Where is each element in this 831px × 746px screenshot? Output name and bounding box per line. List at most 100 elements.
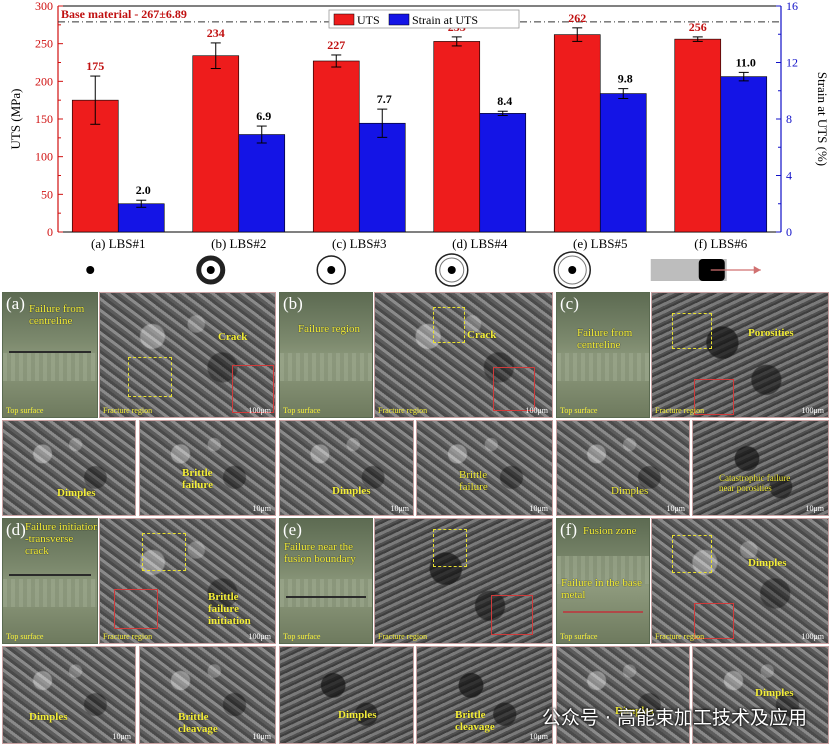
panel-d-brittle-init: Brittle failure initiation [208, 591, 251, 627]
top-surface-label: Top surface [283, 406, 321, 415]
legend-swatch-uts [333, 13, 355, 26]
fractography-grid: (a) Failure from centreline Top surface … [0, 290, 831, 746]
panel-c-macro: (c) Failure from centreline Top surface [556, 292, 650, 418]
panel-d-dimples: Dimples [29, 711, 68, 723]
top-surface-label: Top surface [6, 406, 44, 415]
dot-icon [568, 266, 577, 274]
watermark: 公众号 · 高能束加工技术及应用 [541, 707, 807, 729]
uts-strain-chart: 0 50 100 150 200 250 300 0 4 8 12 16 UTS (MPa) Strain… [8, 0, 830, 289]
dot-icon [327, 266, 336, 274]
fracture-region-label: Fracture region [378, 406, 428, 415]
panel-c-failure-text: Failure from centreline [577, 327, 633, 351]
panel-b-macro: (b) Failure region Top surface [279, 292, 373, 418]
scale-bar-label: 100μm [525, 406, 548, 415]
scale-bar-label: 100μm [801, 406, 824, 415]
panel-c-porosities: Porosities [748, 327, 794, 339]
panel-a-dimples: Dimples [57, 487, 96, 499]
panel-e-cleavage: Brittle cleavage [455, 709, 495, 733]
left-tick-label: 300 [35, 0, 53, 13]
top-surface-label: Top surface [283, 632, 321, 641]
strain-data-label: 7.7 [377, 92, 392, 106]
panel-e-label: (e) [283, 520, 302, 539]
y-axis-label: UTS (MPa) [8, 88, 23, 149]
uts-data-label: 227 [327, 38, 345, 52]
panel-f-label: (f) [560, 520, 577, 539]
panel-f-failure-text: Failure in the base metal [561, 577, 642, 601]
fracture-region-label: Fracture region [655, 406, 705, 415]
fracture-region-label: Fracture region [378, 632, 428, 641]
scale-bar-label: 100μm [248, 406, 271, 415]
panel-b-brittle: Brittle failure [459, 469, 488, 493]
right-tick-label: 16 [786, 0, 798, 13]
top-surface-label: Top surface [560, 632, 598, 641]
uts-bar [192, 55, 240, 233]
x-tick-label: (b) LBS#2 [211, 236, 266, 251]
panel-a-crack: Crack [218, 331, 248, 343]
panel-f-fracture: Dimples Fracture region 100μm [651, 518, 829, 644]
scale-bar-label: 10μm [529, 504, 548, 513]
panel-b-crack: Crack [467, 329, 497, 341]
panel-d-failure-text: Failure initiation -transverse crack [25, 521, 98, 557]
strain-bar [720, 76, 768, 233]
panel-c-label: (c) [560, 294, 579, 313]
strain-bar [358, 122, 406, 233]
panel-f-zoom-dimples-2: Dimples [692, 646, 829, 744]
scale-bar-label: 10μm [252, 732, 271, 741]
x-tick-label: (a) LBS#1 [91, 236, 146, 251]
scale-bar-label: 10μm [805, 504, 824, 513]
x-tick-label: (f) LBS#6 [694, 236, 748, 251]
x-tick-label: (c) LBS#3 [332, 236, 387, 251]
legend-label-strain: Strain at UTS [412, 13, 478, 27]
dot-icon [86, 266, 95, 274]
panel-f-macro: (f) Fusion zone Failure in the base meta… [556, 518, 650, 644]
left-tick-label: 250 [35, 37, 53, 51]
panel-f-fusion-zone: Fusion zone [583, 525, 637, 537]
fracture-region-label: Fracture region [655, 632, 705, 641]
panel-f-dimples: Dimples [748, 557, 787, 569]
panel-a-zoom-brittle: Brittle failure 10μm [139, 420, 276, 516]
chart-axes: 0 50 100 150 200 250 300 0 4 8 12 16 UTS (MPa) Strain… [8, 0, 830, 251]
scale-bar-label: 10μm [529, 732, 548, 741]
panel-c-zoom-dimples: Dimples 10μm [556, 420, 690, 516]
strain-data-label: 6.9 [256, 109, 271, 123]
panel-a-brittle: Brittle failure [182, 467, 213, 491]
left-tick-label: 0 [47, 225, 53, 239]
uts-bar [553, 34, 601, 233]
left-tick-label: 50 [41, 187, 53, 201]
right-tick-label: 4 [786, 169, 792, 183]
dot-icon [206, 266, 215, 274]
strain-bar [599, 93, 647, 233]
strain-bar [479, 113, 527, 233]
panel-d-zoom-cleavage: Brittle cleavage 10μm [139, 646, 276, 744]
panel-a-fracture: Crack Fracture region 100μm [99, 292, 276, 418]
panel-b-zoom-brittle: Brittle failure 10μm [416, 420, 553, 516]
strain-bar [117, 203, 165, 233]
uts-data-label: 256 [689, 20, 707, 34]
panel-b-label: (b) [283, 294, 303, 313]
inner-ring [557, 255, 587, 285]
uts-data-label: 234 [207, 26, 225, 40]
panel-c-dimples: Dimples [611, 485, 649, 497]
uts-data-label: 175 [86, 59, 104, 73]
panel-d-label: (d) [6, 520, 26, 539]
inner-ring [439, 257, 465, 283]
fracture-region-label: Fracture region [103, 406, 153, 415]
chart-bars [71, 27, 768, 233]
x-tick-label: (d) LBS#4 [452, 236, 508, 251]
specimen-icons [86, 251, 761, 289]
reference-label: Base material - 267±6.89 [61, 7, 187, 21]
strip-arrow-head [753, 266, 761, 274]
right-tick-label: 12 [786, 56, 798, 70]
scale-bar-label: 10μm [252, 504, 271, 513]
panel-b-failure-text: Failure region [298, 323, 361, 335]
panel-b-fracture: Crack Fracture region 100μm [374, 292, 553, 418]
panel-f-zoom-dimples: Dimples [556, 646, 690, 744]
panel-a-macro: (a) Failure from centreline Top surface [2, 292, 98, 418]
left-tick-label: 100 [35, 150, 53, 164]
panel-d-zoom-dimples: Dimples 10μm [2, 646, 136, 744]
x-tick-label: (e) LBS#5 [573, 236, 628, 251]
panel-c-catastrophic: Catastrophic failure near porosities [719, 473, 791, 493]
scale-bar-label: 100μm [801, 632, 824, 641]
top-surface-label: Top surface [560, 406, 598, 415]
